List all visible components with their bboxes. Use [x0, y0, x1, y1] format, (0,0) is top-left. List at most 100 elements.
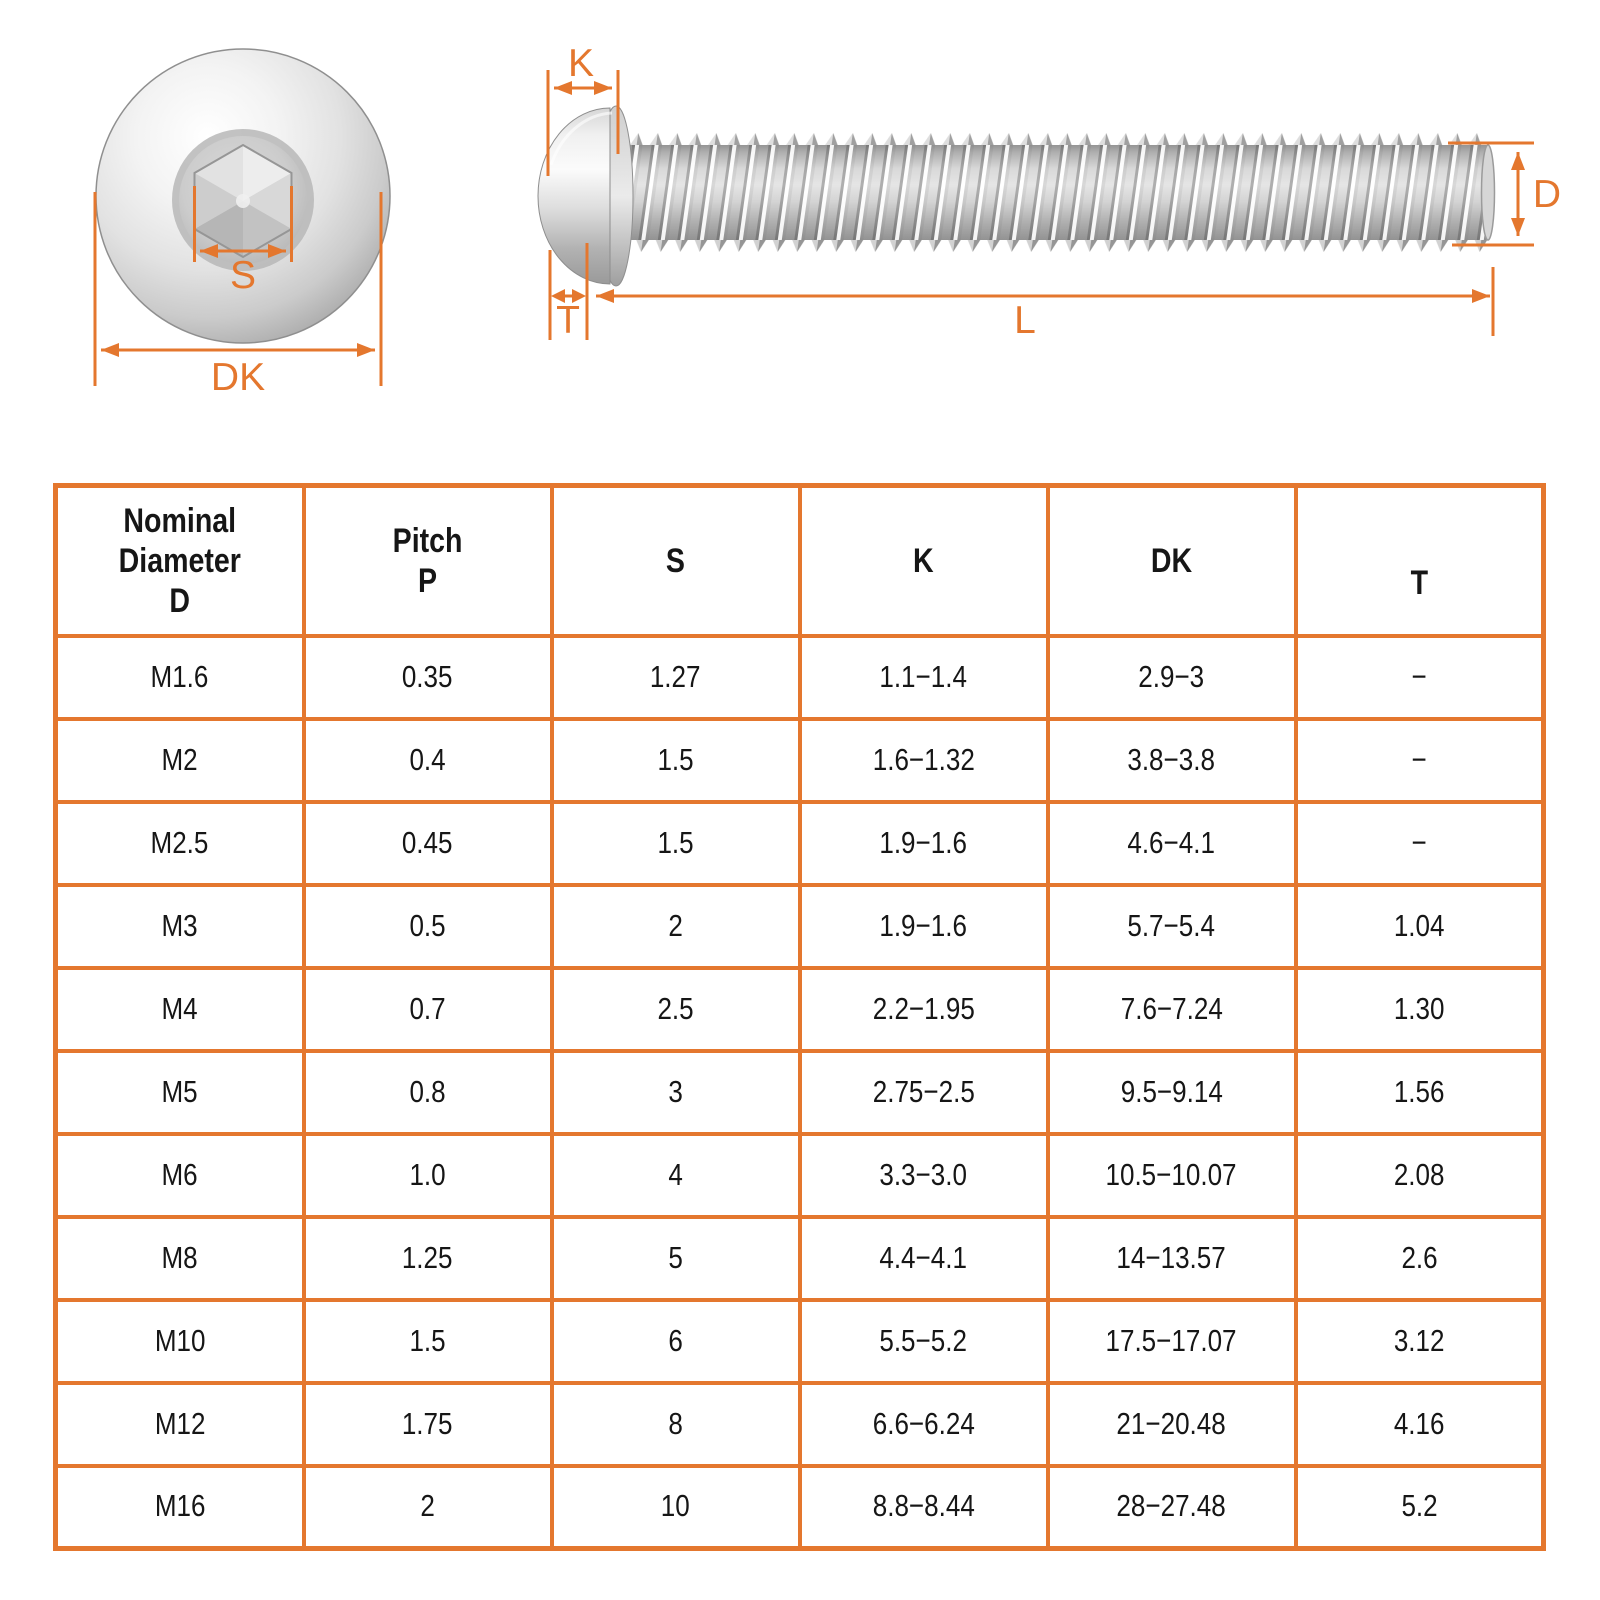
t-dimension-label: T	[556, 299, 580, 342]
table-cell: 0.35	[301, 633, 554, 721]
table-cell: 0.8	[301, 1048, 554, 1136]
table-cell: 6.6−6.24	[797, 1380, 1050, 1468]
table-cell: 6	[549, 1297, 802, 1385]
dimension-k: K	[546, 42, 620, 176]
table-cell: −	[1293, 716, 1546, 804]
table-cell: 0.4	[301, 716, 554, 804]
table-cell: 2.75−2.5	[797, 1048, 1050, 1136]
table-cell: 1.5	[549, 799, 802, 887]
table-cell: 2	[301, 1463, 554, 1551]
spec-table-body: M1.6 0.35 1.27 1.1−1.4 2.9−3− M2 0.4 1.5 1.6−1.3…	[53, 633, 1546, 1551]
table-cell: M6	[53, 1131, 306, 1219]
table-cell: 4.16	[1293, 1380, 1546, 1468]
header-dk: DK	[1045, 483, 1298, 638]
spec-table: Nominal Diameter D Pitch P S K DK T M1.6…	[53, 483, 1546, 1551]
header-k: K	[797, 483, 1050, 638]
table-row: M12 1.75 8 6.6−6.24 21−20.48 4.16	[53, 1380, 1546, 1468]
table-row: M5 0.8 3 2.75−2.5 9.5−9.14 1.56	[53, 1048, 1546, 1136]
table-cell: 1.1−1.4	[797, 633, 1050, 721]
table-cell: 2.9−3	[1045, 633, 1298, 721]
dk-dimension-label: DK	[211, 356, 265, 399]
table-cell: 5.5−5.2	[797, 1297, 1050, 1385]
table-cell: 2	[549, 882, 802, 970]
table-cell: 2.6	[1293, 1214, 1546, 1302]
table-cell: 7.6−7.24	[1045, 965, 1298, 1053]
table-cell: M2.5	[53, 799, 306, 887]
d-dimension-label: D	[1533, 173, 1561, 216]
header-nominal-diameter: Nominal Diameter D	[53, 483, 306, 638]
table-cell: 1.27	[549, 633, 802, 721]
header-row: Nominal Diameter D Pitch P S K DK T	[53, 483, 1546, 638]
dimension-dk: DK	[93, 192, 383, 399]
table-cell: 10.5−10.07	[1045, 1131, 1298, 1219]
s-dimension-label: S	[230, 254, 256, 297]
table-cell: 28−27.48	[1045, 1463, 1298, 1551]
table-row: M16 2 10 8.8−8.44 28−27.48 5.2	[53, 1463, 1546, 1551]
table-cell: M1.6	[53, 633, 306, 721]
table-cell: 1.6−1.32	[797, 716, 1050, 804]
header-s: S	[549, 483, 802, 638]
table-row: M8 1.25 5 4.4−4.1 14−13.57 2.6	[53, 1214, 1546, 1302]
table-cell: 14−13.57	[1045, 1214, 1298, 1302]
table-cell: 3	[549, 1048, 802, 1136]
table-cell: 4	[549, 1131, 802, 1219]
table-row: M6 1.0 4 3.3−3.0 10.5−10.07 2.08	[53, 1131, 1546, 1219]
table-cell: M8	[53, 1214, 306, 1302]
table-cell: 5	[549, 1214, 802, 1302]
table-cell: 1.5	[301, 1297, 554, 1385]
table-cell: 10	[549, 1463, 802, 1551]
header-pitch: Pitch P	[301, 483, 554, 638]
table-cell: −	[1293, 799, 1546, 887]
table-cell: 0.45	[301, 799, 554, 887]
table-cell: 1.25	[301, 1214, 554, 1302]
table-row: M10 1.5 6 5.5−5.2 17.5−17.07 3.12	[53, 1297, 1546, 1385]
table-row: M4 0.7 2.5 2.2−1.95 7.6−7.24 1.30	[53, 965, 1546, 1053]
table-cell: M2	[53, 716, 306, 804]
table-cell: M5	[53, 1048, 306, 1136]
dimension-d: D	[1448, 141, 1561, 247]
table-cell: 1.9−1.6	[797, 799, 1050, 887]
screw-top-view-photo	[95, 48, 391, 344]
table-cell: −	[1293, 633, 1546, 721]
screw-head-side	[537, 105, 634, 287]
table-cell: 1.9−1.6	[797, 882, 1050, 970]
table-cell: 8	[549, 1380, 802, 1468]
screw-diagram: S DK K	[93, 42, 1561, 399]
table-cell: M10	[53, 1297, 306, 1385]
table-cell: 4.4−4.1	[797, 1214, 1050, 1302]
table-cell: 1.5	[549, 716, 802, 804]
table-cell: 0.7	[301, 965, 554, 1053]
spec-table-header: Nominal Diameter D Pitch P S K DK T	[53, 483, 1546, 638]
table-row: M1.6 0.35 1.27 1.1−1.4 2.9−3−	[53, 633, 1546, 721]
l-dimension-label: L	[1014, 299, 1036, 342]
dimension-l: L	[596, 267, 1495, 342]
table-cell: 1.0	[301, 1131, 554, 1219]
table-cell: 1.04	[1293, 882, 1546, 970]
table-cell: M4	[53, 965, 306, 1053]
table-cell: 1.75	[301, 1380, 554, 1468]
table-cell: 17.5−17.07	[1045, 1297, 1298, 1385]
dimension-s: S	[193, 186, 293, 297]
table-cell: 8.8−8.44	[797, 1463, 1050, 1551]
table-cell: 2.5	[549, 965, 802, 1053]
dimension-t: T	[548, 243, 589, 342]
table-cell: M12	[53, 1380, 306, 1468]
table-cell: 2.2−1.95	[797, 965, 1050, 1053]
table-cell: 0.5	[301, 882, 554, 970]
table-cell: 5.7−5.4	[1045, 882, 1298, 970]
screw-side-view-photo	[537, 105, 1496, 287]
table-cell: 4.6−4.1	[1045, 799, 1298, 887]
table-cell: 3.8−3.8	[1045, 716, 1298, 804]
header-t: T	[1293, 483, 1546, 638]
table-cell: 3.12	[1293, 1297, 1546, 1385]
table-cell: 1.56	[1293, 1048, 1546, 1136]
table-cell: 3.3−3.0	[797, 1131, 1050, 1219]
table-row: M2.5 0.45 1.5 1.9−1.6 4.6−4.1−	[53, 799, 1546, 887]
table-cell: M16	[53, 1463, 306, 1551]
table-cell: 2.08	[1293, 1131, 1546, 1219]
table-cell: 9.5−9.14	[1045, 1048, 1298, 1136]
table-row: M2 0.4 1.5 1.6−1.32 3.8−3.8−	[53, 716, 1546, 804]
table-cell: M3	[53, 882, 306, 970]
k-dimension-label: K	[568, 42, 594, 85]
